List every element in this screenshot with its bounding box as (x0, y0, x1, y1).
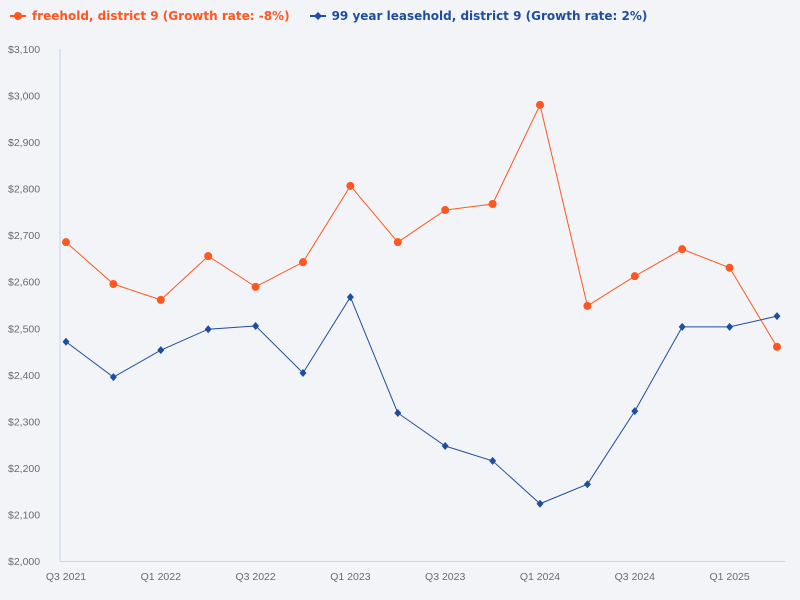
data-point (678, 322, 686, 331)
data-point (299, 368, 307, 377)
legend-item-leasehold[interactable]: 99 year leasehold, district 9 (Growth ra… (309, 9, 648, 23)
data-point (583, 480, 591, 489)
x-tick-label: Q3 2021 (46, 571, 86, 583)
data-point (583, 301, 592, 310)
legend: freehold, district 9 (Growth rate: -8%) … (10, 9, 647, 23)
y-tick-label: $2,800 (8, 184, 40, 196)
data-point (394, 408, 402, 417)
data-point (109, 280, 118, 289)
legend-label: freehold, district 9 (Growth rate: -8%) (32, 9, 290, 23)
x-tick-label: Q1 2024 (520, 571, 560, 583)
x-tick-label: Q1 2023 (330, 571, 370, 583)
y-tick-label: $2,400 (8, 370, 40, 382)
data-point (62, 238, 70, 247)
y-tick-label: $2,500 (8, 323, 40, 335)
y-tick-label: $2,100 (8, 509, 40, 521)
data-point (299, 258, 307, 267)
y-tick-label: $2,900 (8, 137, 40, 149)
y-tick-label: $2,700 (8, 230, 40, 242)
y-tick-label: $3,100 (8, 44, 40, 56)
data-point (773, 342, 781, 351)
data-point (630, 272, 639, 281)
data-point (346, 181, 355, 190)
circle-marker-icon (10, 12, 26, 20)
data-point (489, 456, 497, 465)
data-point (346, 293, 354, 302)
data-point (204, 252, 213, 261)
data-point (488, 199, 497, 208)
data-point (773, 312, 781, 321)
data-point (536, 499, 544, 508)
x-tick-label: Q1 2025 (709, 571, 749, 583)
data-point (204, 325, 212, 334)
y-tick-label: $2,600 (8, 277, 40, 289)
data-point (251, 282, 260, 291)
data-point (252, 321, 260, 330)
data-point (62, 337, 70, 346)
data-point (441, 442, 449, 451)
y-tick-label: $3,000 (8, 91, 40, 103)
x-tick-label: Q3 2024 (615, 571, 655, 583)
series-line-1 (65, 295, 778, 505)
series-line-0 (65, 103, 778, 348)
data-point (678, 245, 687, 254)
data-point (156, 295, 165, 304)
data-point (157, 346, 165, 355)
data-point (725, 263, 734, 272)
data-point (441, 206, 450, 215)
diamond-marker-icon (309, 12, 326, 20)
data-point (726, 322, 734, 331)
legend-item-freehold[interactable]: freehold, district 9 (Growth rate: -8%) (10, 9, 290, 23)
legend-label: 99 year leasehold, district 9 (Growth ra… (331, 9, 648, 23)
data-point (393, 238, 402, 247)
x-tick-label: Q3 2022 (235, 571, 275, 583)
data-point (631, 407, 639, 416)
y-tick-label: $2,300 (8, 416, 40, 428)
x-tick-label: Q3 2023 (425, 571, 465, 583)
x-tick-label: Q1 2022 (141, 571, 181, 583)
y-tick-label: $2,000 (8, 556, 40, 568)
data-point (109, 373, 117, 382)
data-point (536, 100, 544, 109)
y-tick-label: $2,200 (8, 463, 40, 475)
